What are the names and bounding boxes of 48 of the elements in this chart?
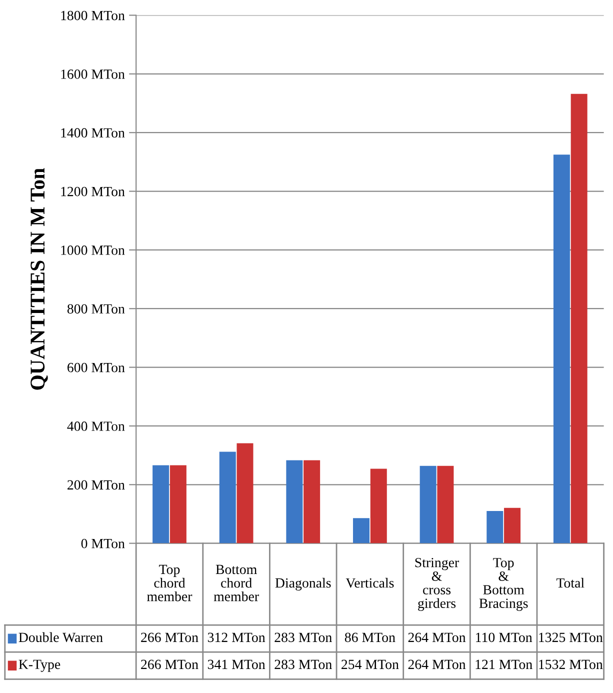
x-tick-label: Diagonals	[275, 578, 331, 591]
bar	[353, 518, 370, 544]
data-label: 1325 MTon	[539, 632, 603, 642]
data-label: 1532 MTon	[539, 660, 603, 670]
x-tick-label: Top chord member	[147, 564, 192, 602]
data-label: 254 MTon	[342, 660, 399, 670]
bar	[370, 468, 387, 544]
data-label: 266 MTon	[141, 632, 198, 642]
bar	[504, 508, 521, 544]
x-tick-label: Verticals	[346, 578, 394, 588]
bar	[219, 452, 236, 544]
x-tick-label: Stringer & cross girders	[415, 558, 460, 611]
y-tick-label: 1600 MTon	[61, 70, 125, 79]
x-tick-label: Total	[556, 578, 584, 588]
data-label: 121 MTon	[476, 660, 532, 670]
bar	[420, 466, 436, 544]
data-label: 86 MTon	[344, 632, 396, 642]
data-label: 283 MTon	[274, 660, 332, 670]
y-tick-label: 400 MTon	[67, 422, 125, 431]
bar	[286, 460, 303, 544]
y-tick-label: 800 MTon	[67, 304, 125, 314]
legend-label: K-Type	[18, 660, 60, 672]
bar	[553, 154, 570, 544]
data-label: 264 MTon	[408, 632, 466, 642]
y-tick-label: 1800 MTon	[61, 10, 125, 20]
x-tick-label: Top & Bottom Bracings	[479, 558, 528, 611]
data-label: 283 MTon	[274, 632, 332, 642]
bar	[236, 443, 254, 544]
bar	[486, 511, 504, 544]
legend-label: Double Warren	[18, 632, 103, 642]
y-axis-title: QUANTITIES IN M Ton	[30, 168, 48, 390]
data-label: 110 MTon	[476, 632, 532, 642]
data-label: 312 MTon	[208, 632, 266, 642]
bar	[170, 465, 186, 544]
y-tick-label: 1000 MTon	[61, 246, 125, 255]
y-tick-label: 200 MTon	[68, 480, 125, 490]
data-label: 264 MTon	[408, 660, 466, 670]
x-tick-label: Bottom chord member	[214, 564, 259, 602]
data-label: 341 MTon	[208, 660, 266, 670]
bar	[304, 460, 320, 544]
bar	[570, 94, 588, 544]
y-tick-label: 600 MTon	[68, 362, 125, 372]
bar	[437, 466, 454, 544]
y-tick-label: 1400 MTon	[61, 128, 125, 138]
y-tick-label: 1200 MTon	[61, 186, 125, 196]
bar	[152, 465, 170, 544]
y-tick-label: 0 MTon	[81, 538, 125, 548]
data-label: 266 MTon	[141, 660, 198, 670]
